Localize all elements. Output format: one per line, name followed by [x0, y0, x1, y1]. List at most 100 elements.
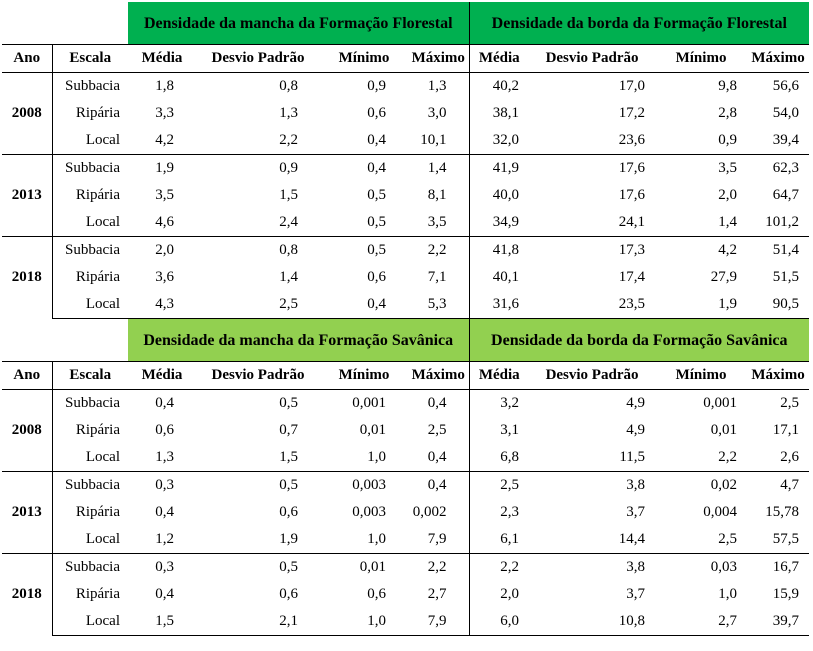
- column-header: Escala: [52, 361, 128, 390]
- density-table: Densidade da mancha da Formação Floresta…: [2, 2, 810, 636]
- scale-cell: Local: [52, 291, 128, 319]
- value-cell: 23,5: [529, 291, 656, 319]
- value-cell: 0,01: [320, 553, 408, 581]
- value-cell: 2,4: [279, 214, 298, 230]
- value-cell: 0,4: [367, 132, 386, 148]
- value-cell: 0,4: [408, 471, 470, 499]
- year-cell: 2018: [2, 553, 53, 636]
- scale-cell: Ripária: [75, 187, 120, 203]
- value-cell: 0,3: [128, 553, 196, 581]
- scale-cell: Ripária: [75, 422, 120, 438]
- column-header: Desvio Padrão: [196, 361, 320, 390]
- value-cell: 1,3: [408, 72, 470, 100]
- value-cell: 17,0: [618, 78, 646, 94]
- value-cell: 1,2: [155, 531, 174, 547]
- value-cell: 3,8: [529, 471, 656, 499]
- value-cell: 2,1: [196, 608, 320, 636]
- table-row: Local 4,6 2,4 0,5 3,5 34,9 24,1 1,4 101,2: [2, 209, 809, 237]
- value-cell: 1,9: [279, 531, 298, 547]
- value-cell: 0,6: [279, 504, 298, 520]
- value-cell: 1,9: [655, 291, 748, 319]
- value-cell: 0,4: [408, 389, 470, 417]
- value-cell: 17,6: [618, 187, 646, 203]
- value-cell: 5,3: [408, 291, 470, 319]
- value-cell: 0,9: [196, 154, 320, 182]
- value-cell: 9,8: [718, 78, 738, 94]
- scale-cell: Ripária: [75, 105, 120, 121]
- value-cell: 10,8: [529, 608, 656, 636]
- value-cell: 2,0: [500, 586, 520, 602]
- value-cell: 0,02: [655, 471, 748, 499]
- value-cell: 0,5: [196, 471, 320, 499]
- forest-patch-density-header: Densidade da mancha da Formação Floresta…: [128, 2, 470, 45]
- value-cell: 4,2: [655, 236, 748, 264]
- table-row: 2013 Subbacia 1,9 0,9 0,4 1,4 41,9 17,6 3,5 62,3: [2, 154, 810, 237]
- value-cell: 24,1: [618, 214, 646, 230]
- scale-cell: Ripária: [75, 269, 120, 285]
- column-header: Máximo: [747, 361, 810, 390]
- value-cell: 2,5: [196, 291, 320, 319]
- table-row: Ripária 0,4 0,6 0,6 2,7 2,0 3,7 1,0 15,9: [2, 581, 809, 608]
- value-cell: 0,6: [367, 105, 386, 121]
- column-header: Média: [128, 361, 196, 390]
- value-cell: 17,2: [618, 105, 646, 121]
- value-cell: 27,9: [710, 269, 738, 285]
- value-cell: 7,9: [408, 608, 470, 636]
- value-cell: 0,001: [703, 395, 738, 411]
- value-cell: 0,6: [279, 586, 298, 602]
- scale-cell: Subbacia: [52, 553, 128, 581]
- value-cell: 54,0: [772, 105, 800, 121]
- table-row: 2013 Subbacia 0,3 0,5 0,003 0,4 2,5 3,8 0,02 4,7: [2, 471, 810, 554]
- value-cell: 7,9: [408, 526, 470, 554]
- column-header: Mínimo: [320, 361, 408, 390]
- value-cell: 90,5: [747, 291, 810, 319]
- value-cell: 32,0: [492, 132, 520, 148]
- value-cell: 41,9: [469, 154, 530, 182]
- value-cell: 51,4: [747, 236, 810, 264]
- forest-column-header-row: Ano Escala Média Desvio Padrão Mínimo Máximo M…: [2, 44, 810, 73]
- value-cell: 1,0: [367, 531, 386, 547]
- value-cell: 0,003: [320, 471, 408, 499]
- value-cell: 0,6: [367, 269, 386, 285]
- value-cell: 34,9: [492, 214, 520, 230]
- value-cell: 2,6: [780, 449, 800, 465]
- value-cell: 2,7: [408, 581, 470, 608]
- value-cell: 57,5: [772, 531, 800, 547]
- value-cell: 1,3: [155, 449, 174, 465]
- forest-title-spacer: [2, 2, 128, 45]
- value-cell: 6,1: [500, 531, 520, 547]
- scale-cell: Subbacia: [65, 78, 120, 94]
- column-header: Mínimo: [320, 44, 408, 73]
- table-row: 2018 Subbacia 0,3 0,5 0,01 2,2 2,2 3,8 0,03 16,7: [2, 553, 810, 636]
- value-cell: 3,3: [155, 105, 174, 121]
- table-row: Ripária 3,5 1,5 0,5 8,1 40,0 17,6 2,0 64,7: [2, 182, 809, 209]
- value-cell: 3,1: [500, 422, 520, 438]
- value-cell: 41,8: [469, 236, 530, 264]
- column-header: Média: [469, 361, 530, 390]
- value-cell: 2,5: [408, 417, 470, 444]
- value-cell: 1,5: [128, 608, 196, 636]
- value-cell: 15,78: [765, 504, 800, 520]
- scale-cell: Subbacia: [65, 395, 120, 411]
- value-cell: 40,1: [492, 269, 520, 285]
- value-cell: 0,5: [279, 395, 298, 411]
- value-cell: 0,5: [367, 187, 386, 203]
- value-cell: 31,6: [469, 291, 530, 319]
- year-cell: 2018: [2, 236, 53, 319]
- value-cell: 0,002: [408, 499, 470, 526]
- value-cell: 1,9: [128, 154, 196, 182]
- column-header: Desvio Padrão: [529, 44, 656, 73]
- value-cell: 7,1: [408, 264, 470, 291]
- year-cell: 2013: [2, 154, 53, 237]
- table-row: 2008 Subbacia 0,4 0,5 0,001 0,4 3,2 4,9 0,001 2,5: [2, 389, 809, 472]
- value-cell: 2,3: [500, 504, 520, 520]
- value-cell: 4,7: [747, 471, 810, 499]
- value-cell: 0,4: [320, 291, 408, 319]
- value-cell: 0,003: [352, 504, 386, 520]
- value-cell: 2,2: [279, 132, 298, 148]
- value-cell: 0,9: [718, 132, 738, 148]
- value-cell: 3,5: [408, 209, 470, 237]
- value-cell: 1,4: [718, 214, 738, 230]
- value-cell: 17,4: [618, 269, 646, 285]
- column-header: Desvio Padrão: [196, 44, 320, 73]
